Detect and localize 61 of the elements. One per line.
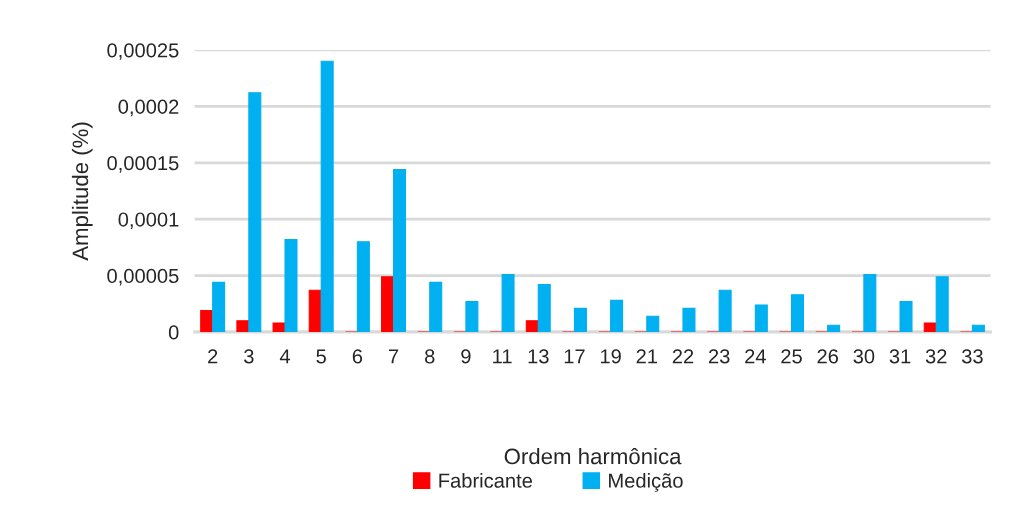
- x-tick-label: 17: [564, 349, 585, 364]
- y-tick-label: 0,0001: [118, 212, 179, 230]
- x-tick-label: 3: [244, 349, 254, 364]
- y-tick-label: 0,0002: [118, 99, 179, 117]
- bar: [682, 307, 696, 333]
- bar: [272, 322, 286, 333]
- bar: [646, 315, 660, 333]
- y-tick-label: 0,00005: [107, 268, 179, 286]
- bar: [525, 320, 539, 333]
- bar: [465, 300, 479, 333]
- x-tick-label: 31: [889, 349, 911, 364]
- bar: [754, 304, 768, 333]
- x-tick-label: 6: [352, 349, 363, 364]
- bar: [923, 322, 937, 333]
- x-tick-label: 11: [493, 349, 512, 364]
- legend-label: Fabricante: [439, 473, 532, 488]
- x-tick-label: 21: [636, 349, 658, 364]
- x-tick-label: 33: [961, 349, 983, 364]
- x-tick-label: 32: [925, 349, 947, 364]
- legend-label: Medição: [609, 473, 683, 492]
- bar: [429, 281, 443, 333]
- bar: [212, 281, 226, 333]
- bar: [790, 294, 805, 333]
- bar: [718, 289, 732, 333]
- x-tick-label: 7: [388, 349, 399, 364]
- bar: [381, 276, 395, 333]
- x-tick-label: 2: [208, 349, 218, 364]
- x-tick-label: 22: [672, 349, 694, 364]
- bar: [284, 238, 298, 333]
- x-tick-label: 25: [781, 349, 802, 364]
- x-tick-label: 19: [600, 349, 621, 364]
- bar: [827, 324, 841, 333]
- x-tick-label: 26: [817, 349, 839, 364]
- x-tick-label: 30: [853, 349, 875, 364]
- x-axis-title: Ordem harmônica: [504, 447, 682, 465]
- bar: [971, 324, 985, 333]
- y-tick-label: 0,00025: [107, 43, 179, 60]
- y-tick-label: 0: [168, 325, 179, 340]
- x-tick-label: 13: [528, 349, 549, 364]
- bar: [899, 300, 913, 333]
- bar: [501, 273, 515, 333]
- bar: [248, 92, 262, 333]
- bar: [610, 299, 624, 333]
- x-tick-label: 8: [425, 349, 435, 364]
- bar: [200, 310, 214, 333]
- bar: [308, 289, 322, 333]
- bar: [356, 241, 370, 333]
- y-axis-title: Amplitude (%): [71, 122, 93, 261]
- y-tick-label: 0,00015: [107, 156, 179, 173]
- bar: [537, 284, 551, 333]
- bar: [236, 320, 250, 333]
- x-tick-label: 4: [279, 349, 291, 364]
- bar: [320, 60, 334, 333]
- bar: [393, 169, 407, 333]
- x-tick-label: 9: [461, 349, 471, 364]
- bar: [863, 273, 877, 333]
- bar: [573, 307, 587, 333]
- x-tick-label: 24: [745, 349, 766, 364]
- x-tick-label: 5: [316, 349, 326, 364]
- x-tick-label: 23: [708, 349, 730, 364]
- bar: [935, 276, 949, 333]
